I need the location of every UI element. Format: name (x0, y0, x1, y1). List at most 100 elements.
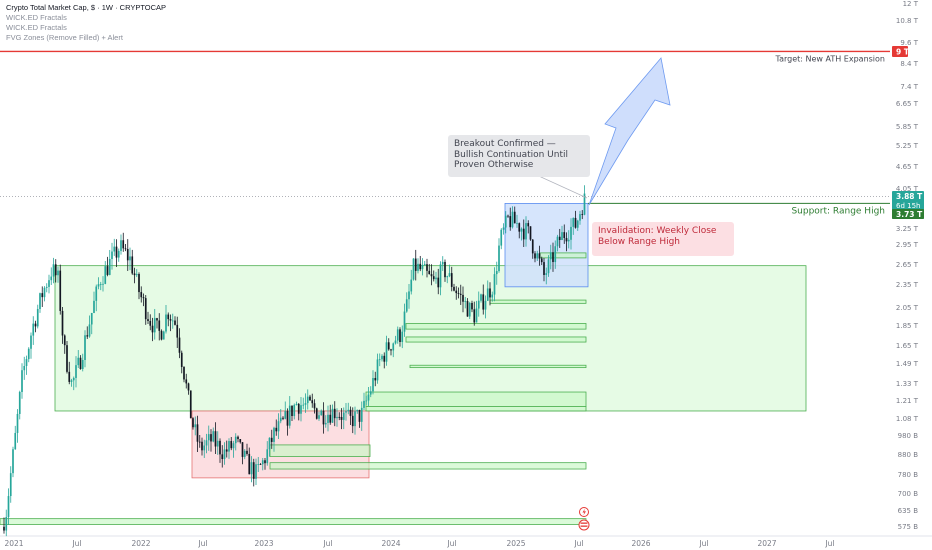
candle-body (9, 473, 12, 497)
candle (502, 223, 505, 235)
candle (439, 261, 442, 296)
candle (570, 218, 572, 250)
candle-body (7, 496, 10, 518)
price-tick: 3.25 T (896, 225, 919, 233)
candle-body (360, 407, 363, 422)
price-tick: 12 T (903, 0, 919, 8)
candle (214, 422, 217, 455)
candle (464, 296, 467, 309)
candle-body (399, 329, 401, 343)
candle-body (356, 409, 359, 412)
candle (75, 356, 77, 388)
candle (77, 350, 80, 369)
candle-body (270, 437, 273, 442)
price-tick: 10.8 T (896, 17, 919, 25)
candle-body (300, 405, 302, 414)
candle-body (131, 256, 134, 274)
candle (194, 416, 197, 436)
candle (372, 370, 374, 395)
candle (257, 457, 260, 472)
candle (291, 405, 293, 421)
candle-body (527, 223, 530, 227)
candle-body (250, 462, 253, 475)
fvg-5 (405, 336, 587, 343)
candle-body (32, 323, 35, 336)
price-tick: 880 B (898, 451, 919, 459)
target-badge-bg (892, 45, 908, 57)
candle (405, 292, 408, 313)
candle (378, 353, 381, 367)
candle-body (93, 300, 95, 313)
candle (534, 251, 536, 263)
candle (536, 250, 539, 261)
candle (491, 291, 494, 302)
candle (477, 291, 480, 317)
candle-body (417, 263, 419, 271)
candle-body (412, 258, 415, 280)
price-tick: 4.05 T (896, 185, 919, 193)
candle-body (23, 365, 26, 371)
candle (277, 413, 280, 440)
fvg-1 (269, 444, 371, 457)
candle-body (284, 411, 287, 419)
candle (480, 293, 482, 303)
candle (219, 438, 221, 463)
candle-body (579, 214, 581, 221)
legend-indicator-2[interactable]: WICK.ED Fractals (6, 23, 67, 32)
candle-body (239, 439, 242, 443)
candle (117, 248, 120, 262)
candle-body (435, 277, 437, 280)
candle-body (318, 415, 320, 419)
candle (444, 259, 446, 282)
candle (23, 356, 26, 380)
candle (306, 389, 309, 410)
candle-body (266, 449, 269, 464)
candle (104, 261, 107, 285)
candle (286, 408, 289, 436)
fvg-3 (365, 406, 587, 412)
candle-body (297, 403, 300, 414)
candle-body (196, 424, 199, 442)
candle (59, 264, 62, 315)
candle-body (120, 240, 122, 251)
candle (241, 442, 244, 465)
candle-body (156, 318, 158, 321)
candle-body (304, 403, 307, 405)
candle-body (567, 239, 570, 242)
candle (349, 406, 352, 426)
candle-body (392, 343, 395, 351)
candle (178, 328, 181, 359)
candle-body (376, 359, 379, 381)
invalidation-callout[interactable]: Invalidation: Weekly Close Below Range H… (592, 222, 734, 256)
current-price-text: 3.88 T (896, 192, 923, 201)
candle (111, 242, 113, 270)
candle-body (455, 290, 458, 294)
candle (448, 264, 451, 278)
fvg-6 (409, 364, 587, 369)
candle-body (324, 422, 327, 425)
candle-body (529, 226, 532, 240)
candle-body (572, 217, 575, 227)
candle (144, 295, 147, 325)
candle-body (252, 462, 255, 479)
candle (331, 404, 334, 424)
legend-indicator-3[interactable]: FVG Zones (Remove Filled) + Alert (6, 33, 123, 42)
candle (522, 219, 525, 248)
breakout-callout[interactable]: Breakout Confirmed — Bullish Continuatio… (448, 135, 590, 177)
candle (54, 259, 57, 283)
candle-body (223, 449, 226, 460)
candle-body (214, 431, 217, 447)
candle (106, 256, 109, 277)
candle (387, 338, 390, 351)
legend-indicator-1[interactable]: WICK.ED Fractals (6, 13, 67, 22)
candle (428, 263, 431, 275)
candle-body (174, 320, 176, 325)
fvg-10 (0, 518, 587, 525)
candle (432, 270, 435, 282)
candle (230, 436, 233, 451)
candle (264, 457, 266, 470)
candle-body (261, 460, 264, 465)
candle (198, 434, 201, 448)
candle (259, 463, 262, 465)
